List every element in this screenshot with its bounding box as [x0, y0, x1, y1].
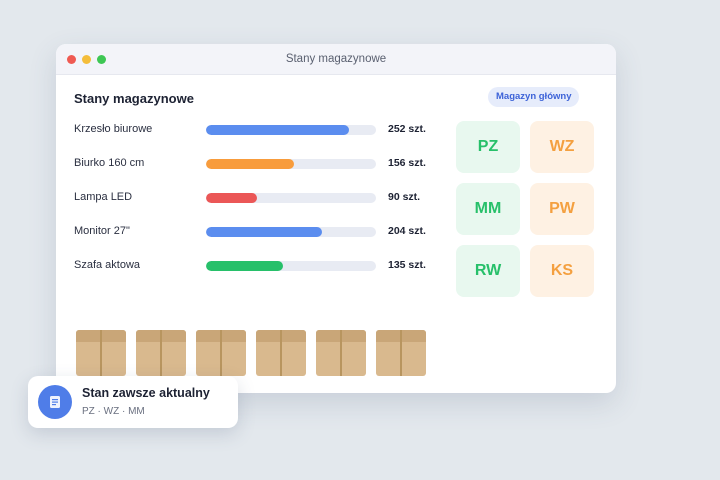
stock-row[interactable]: Biurko 160 cm 156 szt. [74, 154, 434, 174]
stock-quantity: 156 szt. [388, 157, 426, 169]
stock-row[interactable]: Szafa aktowa 135 szt. [74, 256, 434, 276]
doc-type-mm[interactable]: MM [456, 183, 520, 235]
stock-item-label: Krzesło biurowe [74, 123, 153, 135]
stock-quantity: 90 szt. [388, 191, 421, 203]
cardboard-box-icon [316, 330, 366, 376]
cardboard-box-icon [196, 330, 246, 376]
stock-level-bar [206, 193, 376, 203]
stock-level-fill [206, 125, 349, 135]
stock-item-label: Monitor 27" [74, 225, 130, 237]
toast-subtitle: PZ · WZ · MM [82, 406, 145, 417]
warehouse-badge[interactable]: Magazyn główny [488, 87, 580, 107]
cardboard-box-icon [76, 330, 126, 376]
stock-row[interactable]: Lampa LED 90 szt. [74, 188, 434, 208]
cardboard-box-icon [376, 330, 426, 376]
doc-type-ks[interactable]: KS [530, 245, 594, 297]
stock-level-fill [206, 159, 295, 169]
stock-item-label: Szafa aktowa [74, 259, 141, 271]
minimize-window-button[interactable] [82, 55, 91, 64]
stock-level-bar [206, 261, 376, 271]
doc-type-pw[interactable]: PW [530, 183, 594, 235]
doc-type-rw[interactable]: RW [456, 245, 520, 297]
toast-title: Stan zawsze aktualny [82, 386, 210, 400]
stock-level-fill [206, 227, 322, 237]
stock-quantity: 252 szt. [388, 123, 426, 135]
stock-row[interactable]: Krzesło biurowe 252 szt. [74, 120, 434, 140]
stock-level-bar [206, 125, 376, 135]
stock-level-fill [206, 261, 283, 271]
stock-level-bar [206, 159, 376, 169]
cardboard-box-icon [256, 330, 306, 376]
stock-item-label: Lampa LED [74, 191, 133, 203]
stock-row[interactable]: Monitor 27" 204 szt. [74, 222, 434, 242]
doc-type-wz[interactable]: WZ [530, 121, 594, 173]
cardboard-box-icon [136, 330, 186, 376]
inventory-window: Stany magazynowe Stany magazynowe Magazy… [56, 44, 616, 393]
stock-quantity: 135 szt. [388, 259, 426, 271]
maximize-window-button[interactable] [97, 55, 106, 64]
status-toast: Stan zawsze aktualny PZ · WZ · MM [28, 376, 238, 428]
doc-type-pz[interactable]: PZ [456, 121, 520, 173]
stock-quantity: 204 szt. [388, 225, 426, 237]
stock-level-bar [206, 227, 376, 237]
section-title: Stany magazynowe [74, 91, 194, 106]
title-bar: Stany magazynowe [56, 44, 616, 75]
document-list-icon [38, 385, 72, 419]
stock-level-fill [206, 193, 257, 203]
close-window-button[interactable] [67, 55, 76, 64]
stock-item-label: Biurko 160 cm [74, 157, 145, 169]
window-title: Stany magazynowe [285, 53, 387, 65]
